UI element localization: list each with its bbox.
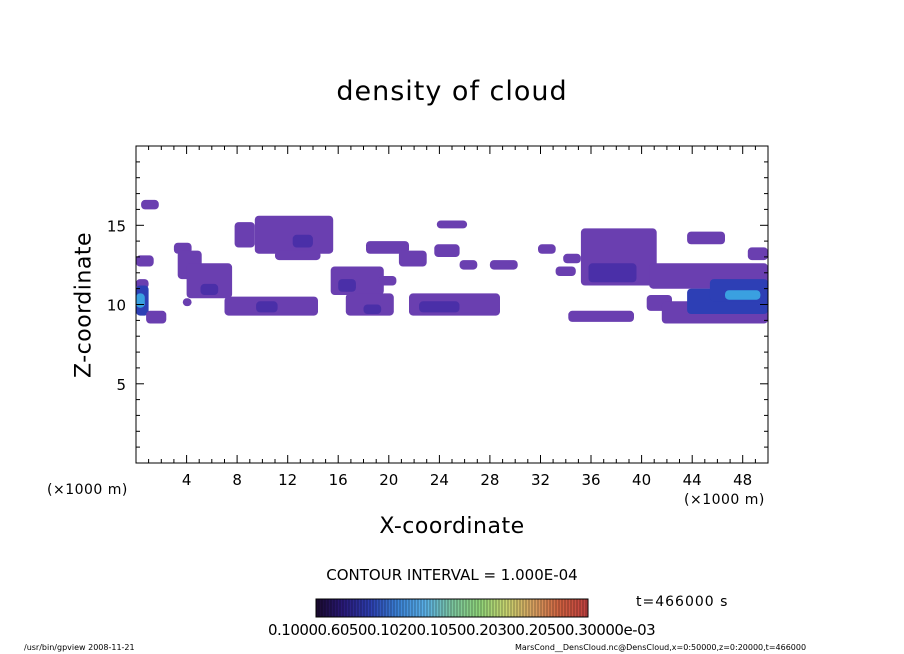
cloud-cell-low: [436, 220, 468, 229]
cloud-cell-low: [254, 215, 334, 254]
cloud-cell-mid: [256, 301, 278, 313]
cloud-cell-low: [234, 222, 255, 248]
cloud-cell-low: [398, 250, 427, 267]
cloud-cell-low: [555, 266, 576, 276]
cloud-cell-low: [687, 231, 725, 245]
cloud-cell-low: [563, 253, 581, 264]
x-tick-label: 12: [278, 471, 297, 489]
cloud-cell-low: [136, 255, 154, 267]
cloud-cell-mid: [292, 234, 313, 248]
cloud-cell-low: [538, 244, 556, 254]
contour-interval: CONTOUR INTERVAL = 1.000E-04: [326, 566, 578, 584]
colorbar: [315, 598, 589, 618]
cloud-cell-low: [747, 247, 768, 261]
x-tick-label: 44: [683, 471, 702, 489]
x-tick-label: 40: [632, 471, 651, 489]
colorbar-labels: 0.10000.60500.10200.10500.20300.20500.30…: [268, 621, 656, 639]
x-tick-label: 20: [379, 471, 398, 489]
cloud-cell-low: [489, 260, 518, 270]
footer-program: /usr/bin/gpview 2008-11-21: [24, 643, 135, 652]
cloud-cell-mid: [363, 304, 382, 314]
axis-ticks: [136, 146, 768, 463]
cloud-cell-mid: [338, 279, 356, 292]
cloud-regions: [136, 199, 768, 324]
cloud-cell-low: [186, 263, 233, 299]
x-tick-label: 8: [232, 471, 242, 489]
chart-title: density of cloud: [336, 76, 568, 107]
x-tick-label: 28: [480, 471, 499, 489]
colorbar-fill: [316, 599, 588, 617]
cloud-cell-peak: [136, 293, 145, 308]
y-axis-label: Z-coordinate: [71, 232, 97, 378]
x-tick-label: 36: [581, 471, 600, 489]
cloud-cell-low: [378, 276, 397, 286]
x-tick-label: 24: [430, 471, 449, 489]
cloud-cell-low: [330, 266, 384, 295]
cloud-cell-low: [568, 310, 634, 322]
cloud-cell-peak: [725, 290, 761, 300]
cloud-cell-low: [366, 241, 409, 254]
cloud-cell-low: [459, 260, 478, 270]
x-axis-label: X-coordinate: [379, 514, 525, 539]
y-tick-label: 15: [107, 217, 126, 235]
time-label: t=466000 s: [636, 594, 729, 610]
x-tick-label: 48: [733, 471, 752, 489]
cloud-cell-low: [275, 250, 321, 261]
footer-source: MarsCond__DensCloud.nc@DensCloud,x=0:500…: [515, 643, 807, 652]
x-tick-label: 4: [182, 471, 192, 489]
y-tick-label: 10: [107, 297, 126, 315]
cloud-cell-low: [146, 310, 167, 324]
y-tick-label: 5: [116, 376, 126, 394]
cloud-cell-low: [182, 298, 192, 307]
cloud-cell-mid: [419, 301, 460, 313]
x-tick-label: 16: [329, 471, 348, 489]
cloud-cell-low: [141, 199, 159, 210]
x-tick-label: 32: [531, 471, 550, 489]
x-unit-right: (×1000 m): [684, 492, 765, 508]
x-unit-left: (×1000 m): [47, 482, 128, 498]
cloud-cell-low: [434, 244, 460, 257]
cloud-cell-mid: [588, 263, 637, 283]
colorbar-frame: [315, 598, 589, 618]
cloud-cell-mid: [200, 283, 219, 295]
